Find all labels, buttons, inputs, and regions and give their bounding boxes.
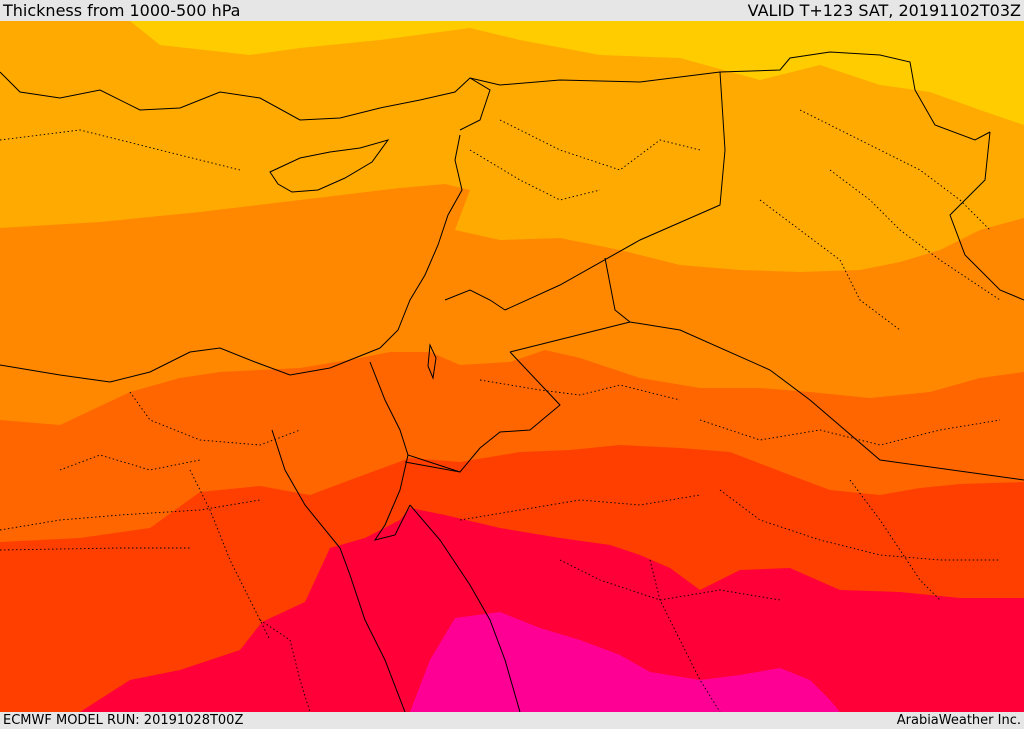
country-borders [369, 51, 1024, 481]
gulf-of-aqaba [373, 454, 411, 541]
levant-coast [379, 134, 463, 349]
thickness-map [0, 21, 1024, 712]
province-boundaries [0, 109, 1001, 712]
map-title: Thickness from 1000-500 hPa [3, 1, 241, 20]
band-crimson [80, 508, 1024, 712]
turkey-syria-border [469, 51, 991, 141]
red-sea-east-coast [409, 504, 521, 712]
cyprus-outline [269, 139, 390, 193]
anatolia-coast [0, 71, 491, 131]
jordan-iraq-border [509, 321, 631, 353]
syria-iraq-border [504, 71, 726, 311]
header-bar: Thickness from 1000-500 hPa VALID T+123 … [0, 0, 1024, 21]
band-magenta [410, 612, 840, 712]
iran-iraq-border [949, 131, 1024, 301]
coastlines [0, 71, 521, 712]
egypt-sinai-border [369, 361, 461, 473]
gulf-of-suez [271, 429, 406, 712]
dead-sea [427, 343, 437, 380]
iraq-saudi-border [604, 257, 1024, 481]
credit-label: ArabiaWeather Inc. [896, 713, 1021, 728]
footer-bar: ECMWF MODEL RUN: 20191028T00Z ArabiaWeat… [0, 712, 1024, 729]
valid-time: VALID T+123 SAT, 20191102T03Z [747, 1, 1021, 20]
model-run: ECMWF MODEL RUN: 20191028T00Z [3, 713, 244, 728]
egypt-coast [0, 347, 381, 383]
